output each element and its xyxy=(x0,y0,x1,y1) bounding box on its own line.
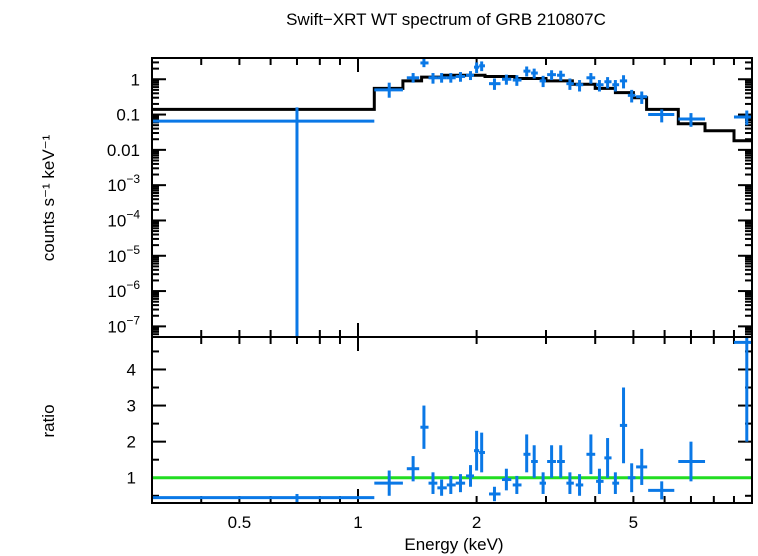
data-point xyxy=(406,73,420,83)
data-point xyxy=(539,472,546,494)
data-point xyxy=(446,475,456,494)
data-point xyxy=(406,456,420,482)
model-curve xyxy=(152,73,752,143)
data-point xyxy=(420,405,429,449)
ratio-y-tick-labels: 1 2 3 4 xyxy=(127,360,136,487)
data-point xyxy=(466,465,475,487)
data-point xyxy=(575,80,584,92)
y-tick-label: 1 xyxy=(131,70,140,89)
data-point xyxy=(446,73,456,83)
ratio-panel: 1 2 3 4 0.5 1 2 5 xyxy=(127,336,753,532)
data-point xyxy=(374,470,403,496)
ratio-frame xyxy=(151,336,753,504)
data-point xyxy=(474,62,480,74)
y-tick-label: 4 xyxy=(127,360,136,379)
y-tick-label: 2 xyxy=(127,433,136,452)
data-point xyxy=(619,387,628,464)
data-point xyxy=(636,448,648,485)
x-tick-label: 1 xyxy=(353,513,362,532)
data-point xyxy=(612,80,620,92)
x-axis-label: Energy (keV) xyxy=(404,535,503,554)
data-point xyxy=(437,73,447,83)
data-point xyxy=(488,486,501,502)
data-point xyxy=(374,82,403,98)
data-point xyxy=(547,445,556,478)
spectrum-data-points xyxy=(152,58,752,337)
ratio-data-points xyxy=(152,337,752,503)
data-point xyxy=(420,58,429,68)
data-point xyxy=(466,71,475,81)
data-point xyxy=(627,89,636,103)
model-step-line xyxy=(152,73,752,143)
data-point xyxy=(437,479,447,496)
x-tick-label: 2 xyxy=(472,513,481,532)
data-point xyxy=(152,107,375,337)
data-point xyxy=(488,78,501,90)
data-point xyxy=(557,70,565,81)
spectrum-y-axis-label: counts s⁻¹ keV⁻¹ xyxy=(39,134,58,261)
data-point xyxy=(612,472,620,494)
data-point xyxy=(596,80,604,92)
data-point xyxy=(428,472,438,494)
spectrum-frame xyxy=(151,57,753,338)
data-point xyxy=(566,472,574,494)
data-point xyxy=(479,61,485,72)
y-tick-label: 1 xyxy=(127,469,136,488)
y-tick-label: 10−3 xyxy=(107,172,140,195)
data-point xyxy=(523,66,531,77)
y-tick-label: 0.01 xyxy=(107,141,140,160)
data-point xyxy=(428,73,438,84)
chart-title: Swift−XRT WT spectrum of GRB 210807C xyxy=(286,10,606,29)
data-point xyxy=(502,468,512,491)
data-point xyxy=(733,337,752,442)
data-point xyxy=(474,430,480,471)
data-point xyxy=(455,72,466,82)
data-point xyxy=(627,463,636,493)
data-point xyxy=(586,73,596,84)
spectrum-ticks xyxy=(151,57,753,338)
data-point xyxy=(512,475,522,494)
y-tick-label: 10−7 xyxy=(107,313,140,336)
y-tick-label: 0.1 xyxy=(116,106,140,125)
data-point xyxy=(512,75,522,86)
spectrum-panel: 1 0.1 0.01 10−3 10−4 10−5 10−6 10−7 xyxy=(107,57,753,338)
data-point xyxy=(479,432,485,473)
data-point xyxy=(596,468,604,494)
data-point xyxy=(539,75,546,88)
data-point xyxy=(604,438,612,478)
data-point xyxy=(152,493,375,503)
data-point xyxy=(648,481,675,500)
data-point xyxy=(636,91,648,104)
spectrum-y-tick-labels: 1 0.1 0.01 10−3 10−4 10−5 10−6 10−7 xyxy=(107,70,140,336)
data-point xyxy=(547,70,556,81)
data-point xyxy=(455,474,466,493)
data-point xyxy=(531,445,538,478)
data-point xyxy=(523,434,531,473)
data-point xyxy=(678,113,706,127)
x-tick-label: 5 xyxy=(629,513,638,532)
data-point xyxy=(619,75,628,89)
x-tick-labels: 0.5 1 2 5 xyxy=(228,513,639,532)
data-point xyxy=(586,434,596,475)
data-point xyxy=(575,474,584,496)
data-point xyxy=(678,441,706,482)
y-tick-label: 3 xyxy=(127,397,136,416)
data-point xyxy=(733,110,752,126)
x-tick-label: 0.5 xyxy=(228,513,252,532)
data-point xyxy=(502,74,512,85)
data-point xyxy=(531,68,538,79)
data-point xyxy=(557,445,565,478)
data-point xyxy=(648,109,675,123)
data-point xyxy=(604,77,612,89)
y-tick-label: 10−6 xyxy=(107,278,140,301)
y-tick-label: 10−4 xyxy=(107,207,140,230)
ratio-y-axis-label: ratio xyxy=(39,404,58,437)
y-tick-label: 10−5 xyxy=(107,243,140,266)
data-point xyxy=(566,78,574,90)
